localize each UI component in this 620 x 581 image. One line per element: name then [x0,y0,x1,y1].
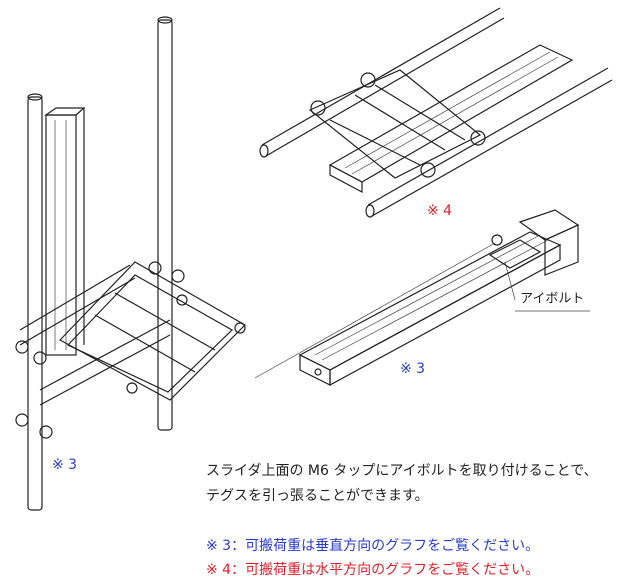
description-line: スライダ上面の M6 タップにアイボルトを取り付けることで、 [206,463,598,479]
note-label: ※ 3 [400,361,425,377]
note-line: ※ 3：可搬荷重は垂直方向のグラフをご覧ください。 [206,537,539,554]
part-label: アイボルト [520,292,584,307]
vertical-assembly-drawing [15,16,246,511]
note-line: ※ 4：可搬荷重は水平方向のグラフをご覧ください。 [206,561,539,578]
horizontal-assembly-drawing [259,7,613,218]
description-line: テグスを引っ張ることができます。 [206,488,429,504]
actuator-drawing [254,209,590,387]
note-label: ※ 4 [427,203,452,219]
note-label: ※ 3 [52,457,77,473]
